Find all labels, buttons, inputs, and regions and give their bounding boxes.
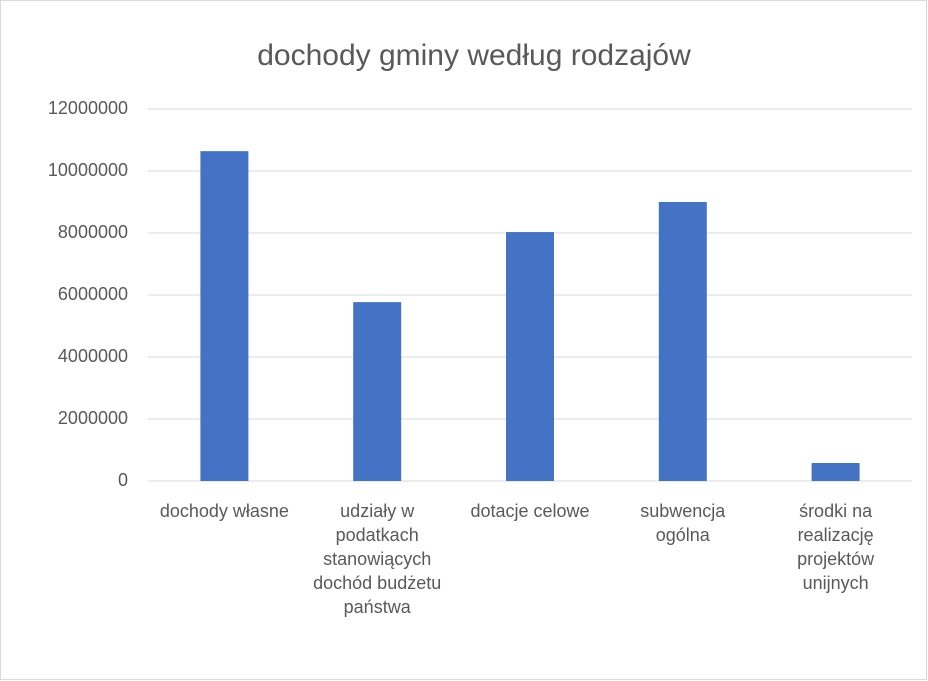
bar [200,151,249,481]
y-tick-label: 4000000 [58,346,128,366]
x-tick-label: dotacje celowe [470,501,590,521]
bar [658,202,707,481]
bar [353,302,402,481]
x-tick-label: środki na realizację projektów unijnych [797,501,875,593]
bar [811,463,860,481]
x-tick-label: udziały w podatkach stanowiących dochód … [313,501,442,617]
bar [506,232,554,481]
y-tick-label: 10000000 [48,160,128,180]
x-tick-label: subwencja ogólna [640,501,726,545]
y-tick-label: 2000000 [58,408,128,428]
y-tick-label: 6000000 [58,284,128,304]
y-tick-label: 0 [118,470,128,490]
y-tick-label: 8000000 [58,222,128,242]
y-tick-label: 12000000 [48,98,128,118]
x-tick-label: dochody własne [159,501,289,521]
chart-title: dochody gminy według rodzajów [257,39,691,72]
